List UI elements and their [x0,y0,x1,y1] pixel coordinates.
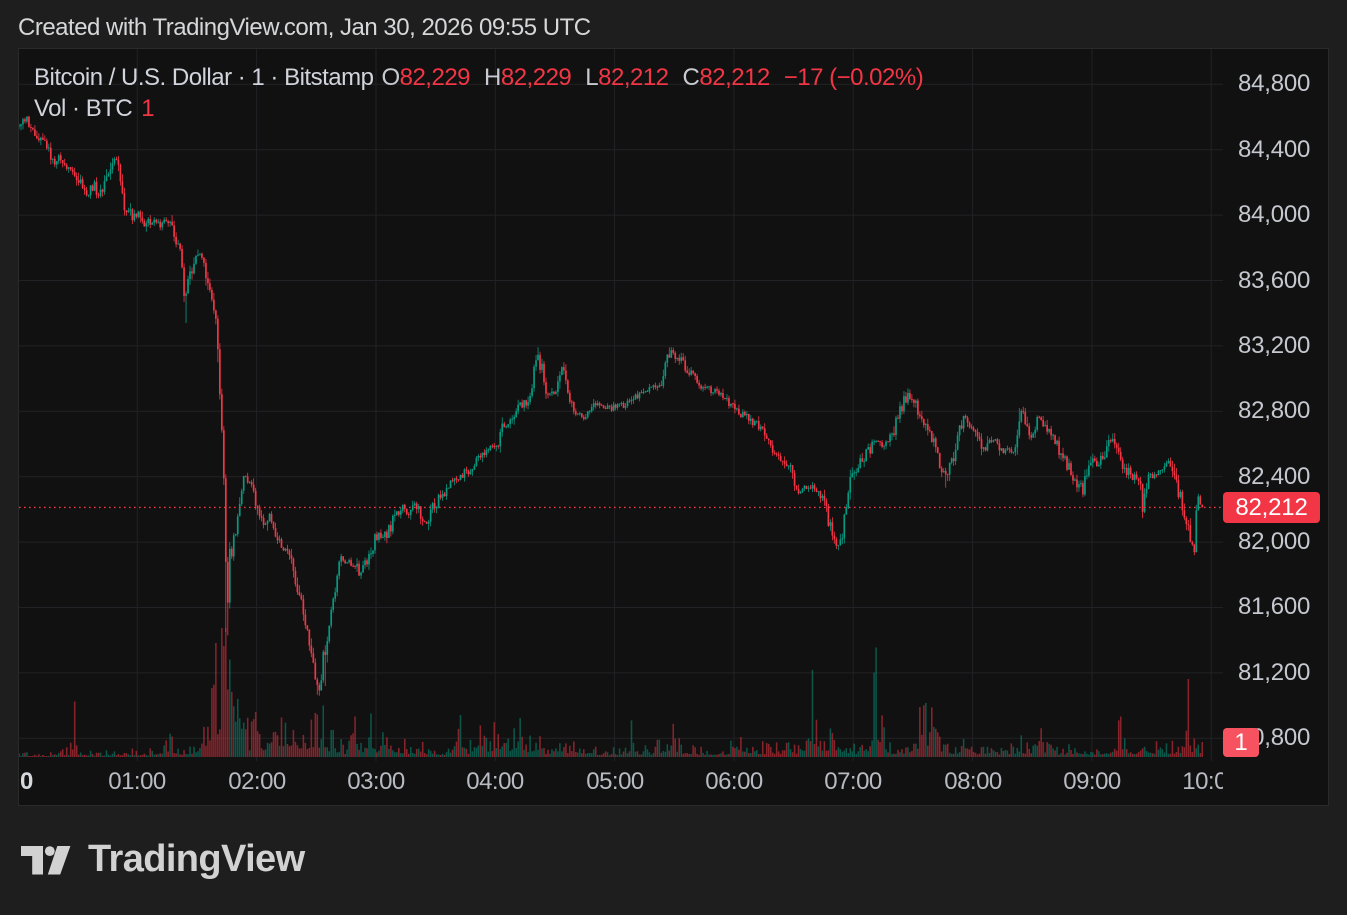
price-tick-label: 84,000 [1238,201,1311,228]
time-tick-label: 06:00 [705,768,763,795]
price-tick-label: 83,200 [1238,332,1311,359]
attribution-text: Created with TradingView.com, Jan 30, 20… [18,14,591,41]
time-tick-label: 03:00 [347,768,405,795]
ohlc-close: C82,212 [683,64,781,91]
candle-bodies-down [19,116,1204,691]
legend-symbol-row: Bitcoin / U.S. Dollar · 1 · Bitstamp O82,… [34,62,924,93]
chart-legend: Bitcoin / U.S. Dollar · 1 · Bitstamp O82,… [34,62,924,124]
ohlc-low: L82,212 [585,64,679,91]
low-letter: L [585,64,599,91]
price-tick-label: 84,800 [1238,70,1311,97]
time-tick-label: 07:00 [824,768,882,795]
tradingview-logo-text: TradingView [88,838,305,880]
tradingview-logo[interactable]: TradingView [21,838,305,880]
change-value: −17 (−0.02%) [783,64,924,91]
open-letter: O [381,64,400,91]
last-price-tag: 82,212 [1223,492,1320,523]
candlestick-plot[interactable] [19,49,1223,761]
time-tick-label: 01:00 [108,768,166,795]
high-letter: H [484,64,501,91]
price-tick-label: 84,400 [1238,136,1311,163]
price-tick-label: 82,000 [1238,528,1311,555]
price-tick-label: 83,600 [1238,267,1311,294]
symbol-title[interactable]: Bitcoin / U.S. Dollar · 1 · Bitstamp [34,64,374,91]
time-tick-label: 04:00 [466,768,524,795]
chart-area[interactable]: Bitcoin / U.S. Dollar · 1 · Bitstamp O82,… [18,48,1329,806]
high-value: 82,229 [500,64,572,91]
price-tick-label: 82,400 [1238,463,1311,490]
close-letter: C [682,64,700,91]
time-tick-label-first: 0 [20,768,34,795]
ohlc-open: O82,229 [381,64,481,91]
tradingview-logo-icon [21,846,71,875]
open-value: 82,229 [399,64,471,91]
candle-bodies-up [20,116,1200,691]
volume-bars-up [20,647,1200,757]
price-scale[interactable]: 84,800 84,400 84,000 83,600 83,200 82,800 82,4… [1223,49,1328,761]
ohlc-high: H82,229 [484,64,582,91]
low-value: 82,212 [598,64,669,91]
time-tick-label: 02:00 [228,768,286,795]
time-scale[interactable]: 0 01:00 02:00 03:00 04:00 05:00 06:00 07:00 08:0… [19,761,1223,804]
time-tick-label: 09:00 [1063,768,1121,795]
legend-volume-row: Vol · BTC 1 [34,93,923,124]
volume-value-tag: 1 [1223,728,1259,757]
close-value: 82,212 [699,64,770,91]
price-tick-label: 82,800 [1238,397,1311,424]
volume-bars-down [19,628,1204,757]
grid-lines [19,49,1223,761]
price-tick-label: 81,600 [1238,593,1311,620]
volume-value: 1 [141,95,155,122]
price-tick-label: 81,200 [1238,659,1311,686]
candle-wicks-down [19,115,1203,696]
candle-wicks-up [20,116,1199,691]
time-tick-label: 05:00 [586,768,644,795]
time-tick-label: 08:00 [944,768,1002,795]
time-tick-label: 10:00 [1182,768,1223,795]
volume-label[interactable]: Vol · BTC [34,95,133,122]
